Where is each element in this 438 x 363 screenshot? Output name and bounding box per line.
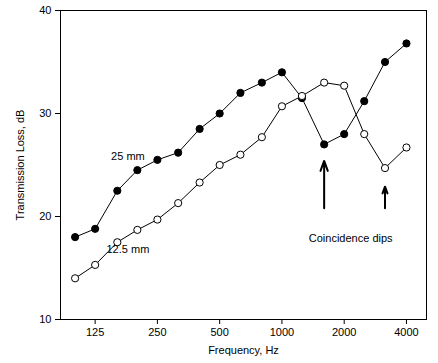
svg-text:25 mm: 25 mm <box>111 150 145 162</box>
svg-text:20: 20 <box>39 210 51 222</box>
svg-text:40: 40 <box>39 4 51 16</box>
svg-text:10: 10 <box>39 313 51 325</box>
svg-text:12.5 mm: 12.5 mm <box>106 243 149 255</box>
svg-text:Frequency, Hz: Frequency, Hz <box>208 344 279 356</box>
svg-text:Coincidence dips: Coincidence dips <box>309 232 393 244</box>
svg-text:125: 125 <box>86 326 104 338</box>
svg-text:4000: 4000 <box>394 326 418 338</box>
svg-text:1000: 1000 <box>270 326 294 338</box>
svg-text:2000: 2000 <box>332 326 356 338</box>
svg-text:30: 30 <box>39 107 51 119</box>
svg-text:250: 250 <box>148 326 166 338</box>
svg-text:Transmission Loss, dB: Transmission Loss, dB <box>14 110 26 221</box>
svg-text:500: 500 <box>210 326 228 338</box>
